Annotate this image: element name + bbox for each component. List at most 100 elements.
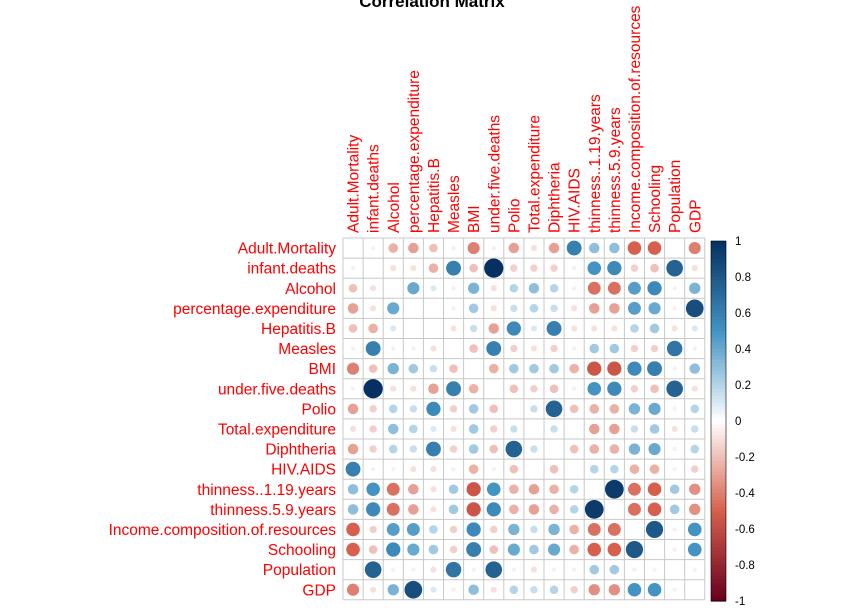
colorbar-segment	[711, 529, 726, 534]
correlation-circle	[549, 283, 559, 293]
correlation-circle	[510, 304, 518, 313]
colorbar-segment	[711, 413, 726, 418]
correlation-circle	[468, 424, 479, 434]
correlation-circle	[406, 523, 420, 536]
correlation-circle	[347, 303, 359, 314]
correlation-circle	[490, 525, 498, 534]
colorbar-segment	[711, 363, 726, 368]
colorbar-segment	[711, 262, 726, 267]
correlation-circle	[672, 467, 677, 472]
correlation-circle	[530, 325, 537, 332]
colorbar-segment	[711, 406, 726, 411]
correlation-circle	[569, 505, 579, 514]
correlation-circle	[570, 586, 578, 594]
correlation-circle	[647, 482, 662, 497]
correlation-circle	[687, 542, 702, 557]
colorbar-segment	[711, 518, 726, 523]
correlation-circle	[689, 363, 701, 374]
colorbar-segment	[711, 482, 726, 487]
correlation-circle	[530, 566, 537, 573]
correlation-circle	[430, 425, 437, 432]
row-label: Schooling	[268, 542, 336, 559]
correlation-circle	[609, 343, 620, 354]
correlation-circle	[551, 567, 557, 572]
correlation-circle	[572, 346, 577, 351]
correlation-circle	[648, 402, 661, 415]
correlation-circle	[350, 266, 356, 271]
correlation-circle	[488, 363, 499, 374]
colorbar-segment	[711, 536, 726, 541]
correlation-circle	[607, 281, 621, 295]
row-label: Hepatitis.B	[261, 321, 336, 338]
correlation-circle	[386, 542, 401, 557]
correlation-circle	[632, 567, 637, 572]
correlation-circle	[530, 245, 537, 252]
correlation-circle	[530, 264, 538, 272]
colorbar-segment	[711, 388, 726, 393]
colorbar-segment	[711, 374, 726, 379]
correlation-circle	[650, 344, 659, 353]
colorbar-segment	[711, 295, 726, 300]
colorbar-segment	[711, 511, 726, 516]
colorbar-segment	[711, 298, 726, 303]
correlation-circle	[672, 286, 677, 291]
column-label: Hepatitis.B	[426, 158, 443, 233]
correlation-circle	[648, 442, 661, 456]
correlation-circle	[391, 567, 396, 572]
correlation-circle	[666, 259, 683, 277]
column-label: Adult.Mortality	[346, 135, 363, 233]
correlation-circle	[490, 425, 498, 433]
colorbar-segment	[711, 507, 726, 512]
correlation-circle	[346, 583, 360, 596]
colorbar-segment	[711, 543, 726, 548]
colorbar-segment	[711, 248, 726, 253]
colorbar-segment	[711, 471, 726, 476]
column-label: BMI	[466, 205, 483, 233]
correlation-circle	[449, 525, 458, 534]
row-label: Measles	[278, 341, 336, 358]
correlation-circle	[347, 443, 359, 455]
colorbar-segment	[711, 525, 726, 530]
correlation-circle	[607, 381, 622, 396]
correlation-circle	[572, 266, 577, 271]
correlation-circle	[647, 281, 662, 296]
correlation-circle	[369, 445, 377, 453]
correlation-circle	[649, 464, 660, 474]
correlation-circle	[368, 545, 378, 554]
correlation-circle	[587, 523, 601, 536]
colorbar-tick-label: 0.2	[735, 380, 751, 392]
correlation-circle	[647, 502, 662, 517]
colorbar-segment	[711, 334, 726, 339]
correlation-circle	[490, 586, 497, 593]
correlation-circle	[446, 260, 461, 276]
column-label: Diphtheria	[547, 162, 564, 233]
correlation-circle	[569, 544, 579, 555]
correlation-circle	[486, 502, 501, 517]
colorbar-segment	[711, 349, 726, 354]
correlation-circle	[548, 242, 560, 254]
correlation-circle	[589, 564, 600, 575]
correlation-circle	[449, 445, 458, 453]
correlation-circle	[587, 542, 602, 557]
correlation-circle	[407, 543, 420, 556]
correlation-circle	[451, 286, 456, 291]
correlation-circle	[650, 263, 659, 273]
correlation-circle	[410, 265, 417, 272]
correlation-circle	[528, 504, 540, 515]
correlation-circle	[350, 425, 357, 432]
correlation-circle	[387, 423, 399, 435]
correlation-circle	[386, 502, 400, 516]
correlation-circle	[471, 567, 476, 572]
colorbar-segment	[711, 565, 726, 570]
correlation-circle	[388, 243, 399, 253]
colorbar-segment	[711, 251, 726, 256]
correlation-circle	[689, 503, 701, 516]
correlation-circle	[489, 444, 499, 454]
colorbar-segment	[711, 392, 726, 397]
colorbar-segment	[711, 417, 726, 422]
correlation-circle	[510, 425, 518, 433]
correlation-circle	[587, 381, 602, 396]
correlation-circle	[468, 444, 479, 454]
correlation-circle	[430, 345, 437, 352]
row-label: Total.expenditure	[218, 421, 336, 438]
